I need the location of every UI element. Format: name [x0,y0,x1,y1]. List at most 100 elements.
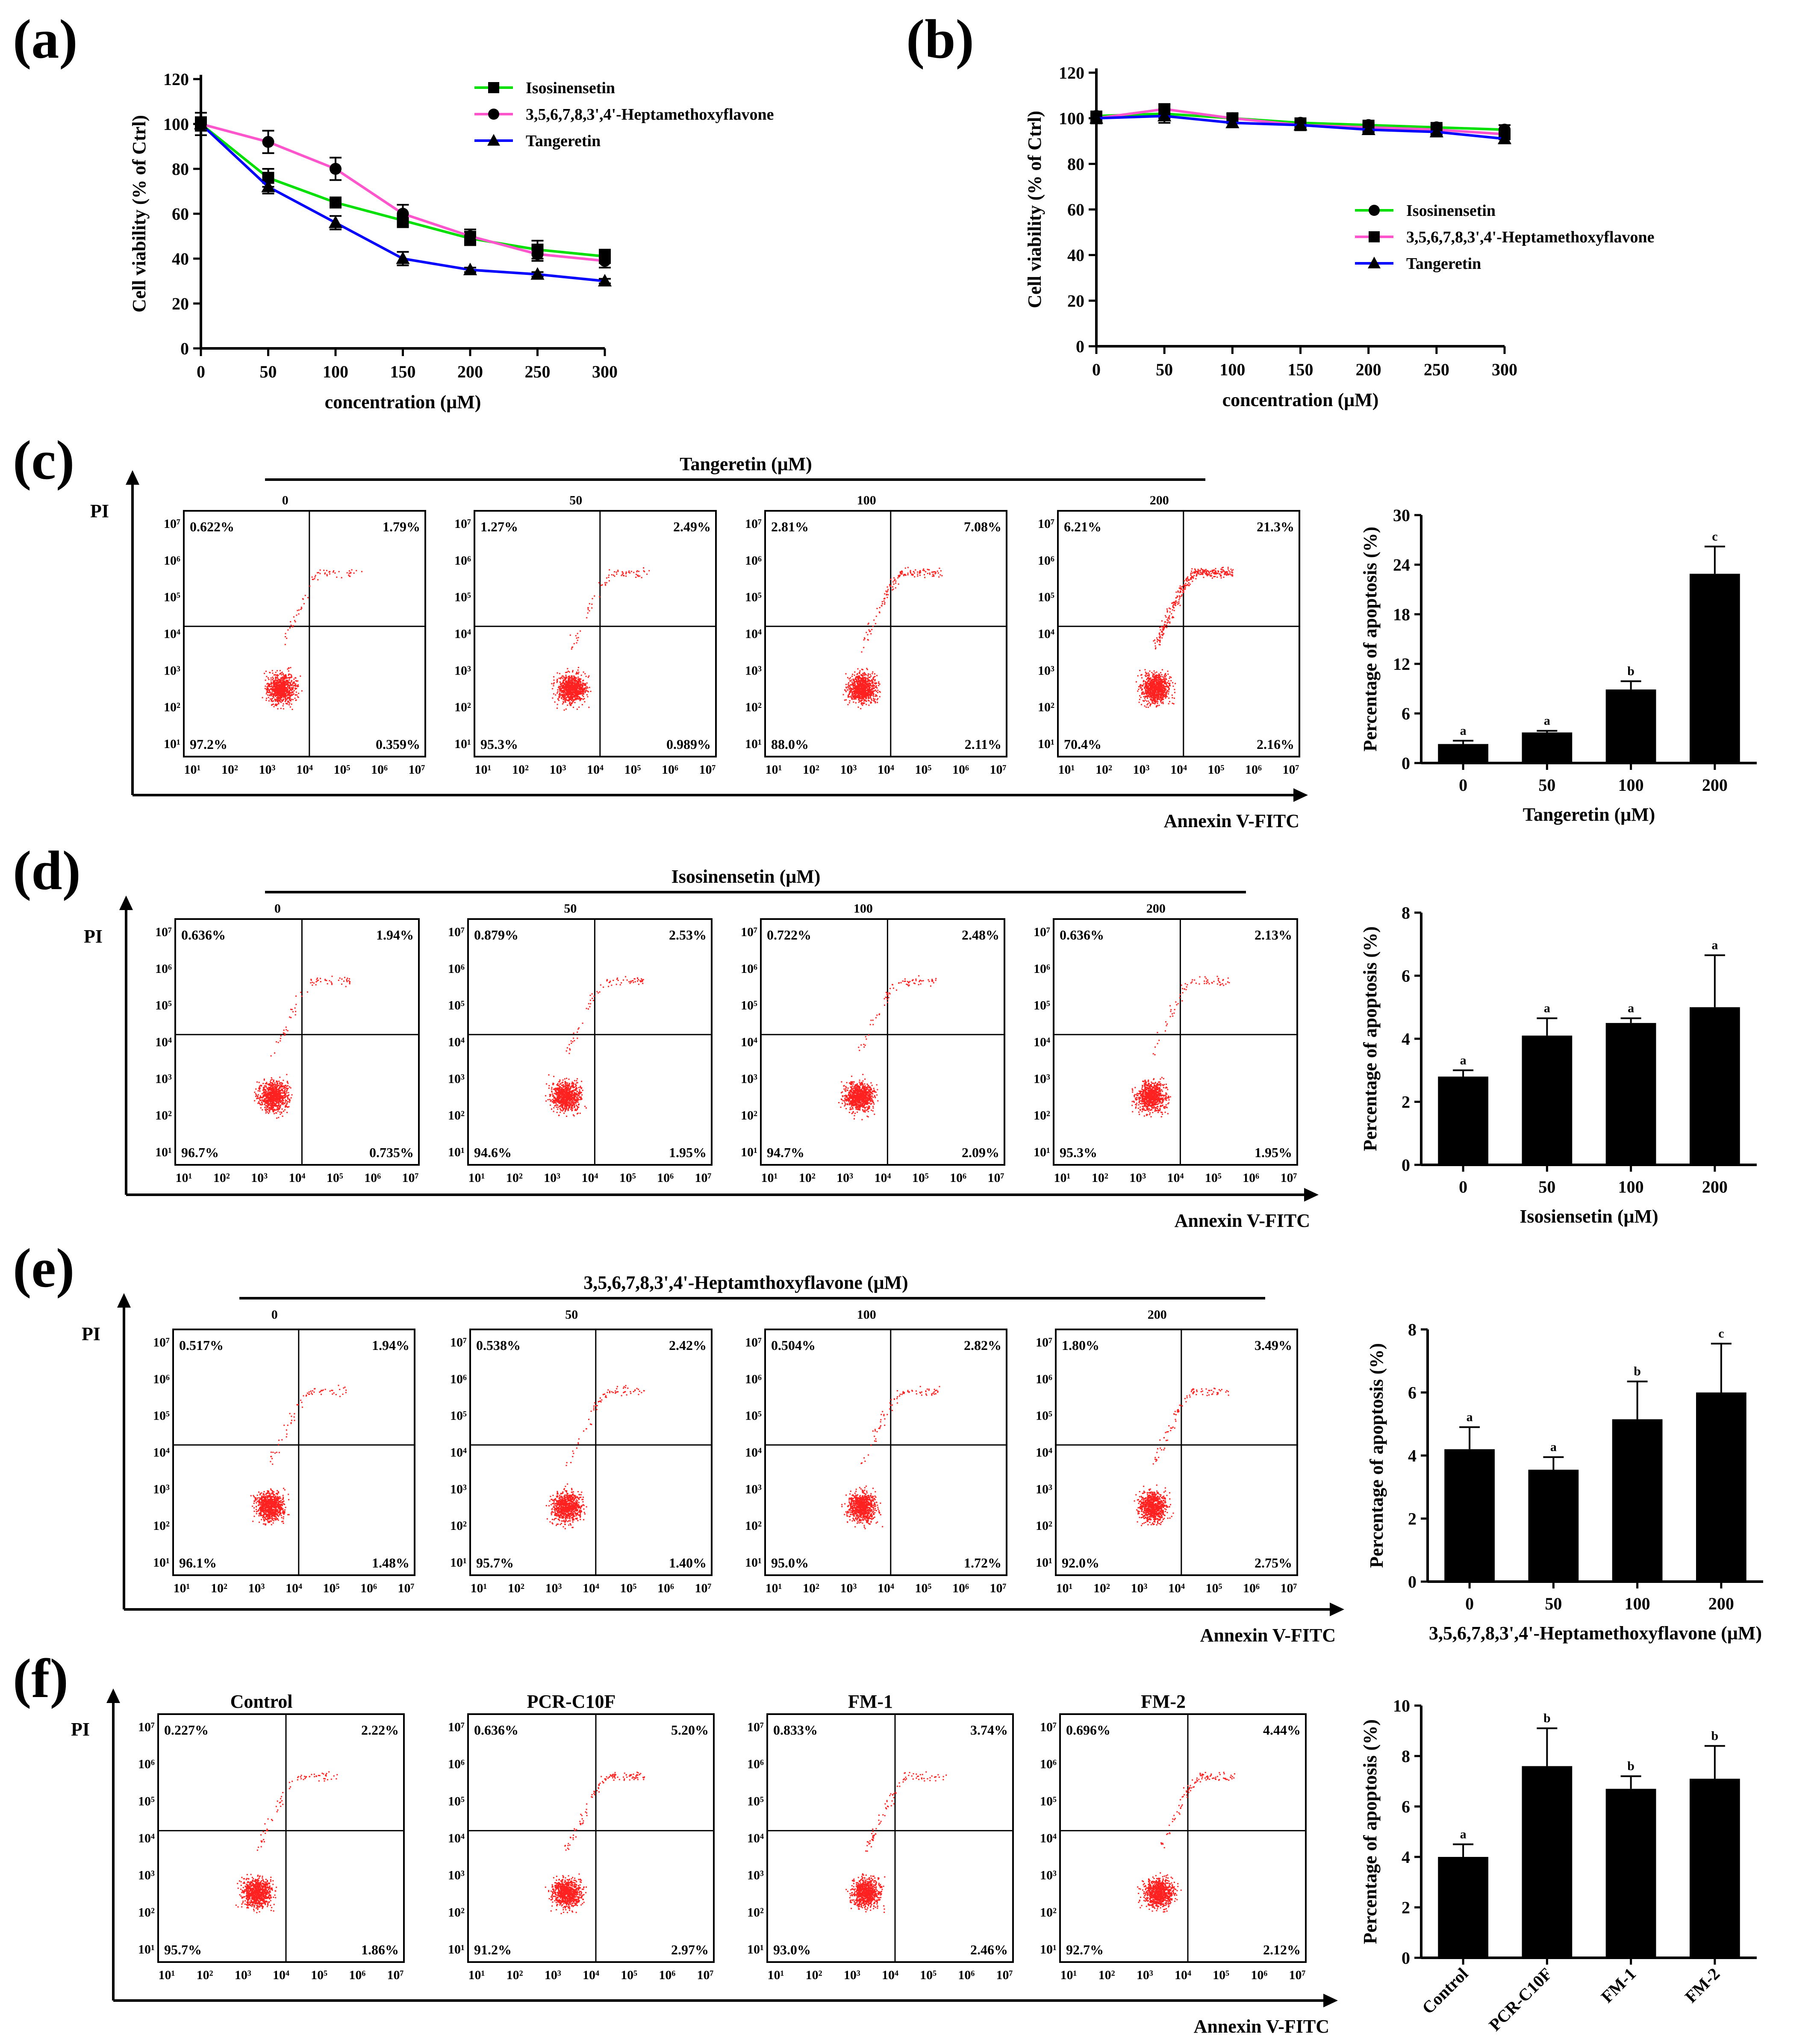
flow-y-tick-label: 10¹ [153,1556,170,1570]
flow-y-tick-label: 10³ [448,1868,465,1883]
flow-plot: 200 10⁷ 10⁶ 10⁵ 10⁴ 10³ 10² 10¹ 10¹ 10² 10³ 10⁴ 10⁵ 1… [1036,1308,1298,1595]
quadrant-ur-value: 2.22% [361,1722,399,1738]
flow-plot-frame [172,1329,415,1576]
scatter-dots [1136,566,1234,708]
flow-x-tick-label: 10² [507,1968,523,1982]
flow-x-tick-label: 10⁵ [1208,763,1225,777]
quadrant-lr-value: 2.75% [1255,1555,1292,1571]
y-axis-title: Cell viability (% of Ctrl) [1024,111,1045,308]
quadrant-lr-value: 0.359% [376,737,420,752]
legend-label: Isosinensetin [1406,202,1496,220]
flow-x-tick-label: 10⁵ [1205,1171,1222,1185]
flow-x-tick-label: 10⁶ [364,1171,381,1185]
quadrant-lr-value: 2.09% [962,1145,999,1160]
legend-marker [487,134,500,146]
flow-plot-frame [157,1713,405,1963]
x-tick-label: 250 [525,362,551,381]
flow-y-tick-label: 10⁴ [745,1446,762,1460]
flow-y-tick-label: 10⁶ [1034,962,1050,976]
flow-plot: 50 10⁷ 10⁶ 10⁵ 10⁴ 10³ 10² 10¹ 10¹ 10² 10³ 10⁴ 10⁵ 10… [454,493,717,777]
quadrant-ur-value: 1.94% [372,1338,409,1353]
quadrant-ll-value: 94.6% [474,1145,512,1160]
legend-marker [1369,231,1380,242]
flow-x-tick-label: 10⁴ [273,1968,289,1982]
flow-y-tick-label: 10⁷ [1036,1335,1052,1350]
y-tick-label: 120 [1059,63,1084,83]
quadrant-ul-value: 0.696% [1066,1722,1110,1738]
flow-y-tick-label: 10⁵ [745,1409,762,1423]
flow-plot-title: 100 [857,493,876,507]
significance-letter: c [1712,529,1717,543]
flow-x-tick-label: 10¹ [768,1968,784,1982]
flow-plot-frame [183,510,426,757]
x-axis-title: Isosiensetin (μM) [1520,1206,1658,1227]
flow-x-tick-label: 10⁴ [1167,1171,1184,1185]
flow-x-tick-label: 10¹ [184,763,201,777]
flow-y-tick-label: 10¹ [448,1145,465,1159]
y-tick-label: 0 [1402,1948,1410,1968]
y-tick-label: 0 [1402,754,1410,773]
x-tick-label: 200 [1702,1177,1728,1196]
flow-y-tick-label: 10⁷ [747,1720,764,1734]
y-tick-label: 8 [1402,1747,1410,1766]
flow-plot-title: 0 [271,1308,278,1322]
panel-label-d: (d) [13,840,81,902]
y-tick-label: 6 [1402,1797,1410,1816]
flow-y-tick-label: 10⁶ [1036,1372,1052,1386]
flow-plot-frame [467,1713,715,1963]
flow-x-tick-label: 10² [508,1581,524,1595]
flow-x-tick-label: 10⁵ [915,1581,932,1595]
flow-plot: 100 10⁷ 10⁶ 10⁵ 10⁴ 10³ 10² 10¹ 10¹ 10² 10³ 10⁴ 10⁵ 1… [745,493,1007,777]
scatter-dots [545,1385,645,1529]
arrow-head-icon [1304,1188,1319,1202]
flow-y-tick-label: 10² [454,700,471,714]
flow-y-tick-label: 10⁵ [153,1409,170,1423]
flow-y-tick-label: 10⁴ [448,1035,465,1049]
flow-y-tick-label: 10⁷ [1040,1720,1057,1734]
flow-y-tick-label: 10³ [153,1482,170,1496]
data-point [330,163,342,175]
scatter-dots [1131,975,1230,1117]
quadrant-ur-value: 5.20% [671,1722,709,1738]
data-point [530,267,545,280]
quadrant-ll-value: 93.0% [773,1942,811,1957]
flow-y-tick-label: 10¹ [1040,1942,1057,1957]
flow-y-tick-label: 10⁷ [138,1720,155,1734]
x-axis-title: concentration (μM) [325,392,481,413]
flow-x-tick-label: 10⁷ [1289,1968,1306,1982]
flow-y-tick-label: 10⁵ [745,590,762,604]
flow-y-tick-label: 10³ [454,663,471,678]
flow-y-tick-label: 10⁶ [1040,1757,1057,1771]
x-tick-label: 50 [1538,1177,1555,1196]
y-tick-label: 0 [180,339,189,358]
bar [1605,1023,1656,1165]
bar [1696,1392,1746,1582]
data-point [1225,115,1240,128]
flow-plot-frame [764,510,1007,757]
significance-letter: b [1543,1711,1551,1725]
flow-plot: 100 10⁷ 10⁶ 10⁵ 10⁴ 10³ 10² 10¹ 10¹ 10² 10³ 10⁴ 10⁵ 1… [745,1308,1007,1595]
flow-y-tick-label: 10⁷ [155,925,172,939]
flow-x-tick-label: 10⁴ [583,1581,599,1595]
flow-x-tick-label: 10³ [251,1171,268,1185]
flow-y-tick-label: 10² [1040,1905,1057,1919]
flow-y-tick-label: 10⁴ [741,1035,757,1049]
significance-letter: a [1460,724,1467,738]
flow-x-tick-label: 10⁷ [409,763,425,777]
flow-x-tick-label: 10⁶ [1243,1171,1259,1185]
flow-plot: 0 10⁷ 10⁶ 10⁵ 10⁴ 10³ 10² 10¹ 10¹ 10² 10³ 10⁴ 10⁵ 10⁶… [164,493,426,777]
x-tick-label: 150 [390,362,416,381]
data-point [464,230,476,242]
x-tick-label: 50 [1545,1594,1562,1613]
y-tick-label: 8 [1402,903,1410,922]
flow-y-tick-label: 10⁵ [155,999,172,1013]
panel-label-b: (b) [906,9,974,70]
x-tick-label: 100 [1618,775,1644,795]
flow-y-tick-label: 10⁶ [747,1757,764,1771]
flow-y-tick-label: 10³ [745,663,762,678]
flow-x-tick-label: 10¹ [766,1581,782,1595]
group-title: 3,5,6,7,8,3',4'-Heptamthoxyflavone (μM) [583,1272,908,1293]
bar [1438,1857,1488,1958]
flow-x-tick-label: 10⁵ [323,1581,340,1595]
y-axis-title: Percentage of apoptosis (%) [1360,1719,1381,1944]
